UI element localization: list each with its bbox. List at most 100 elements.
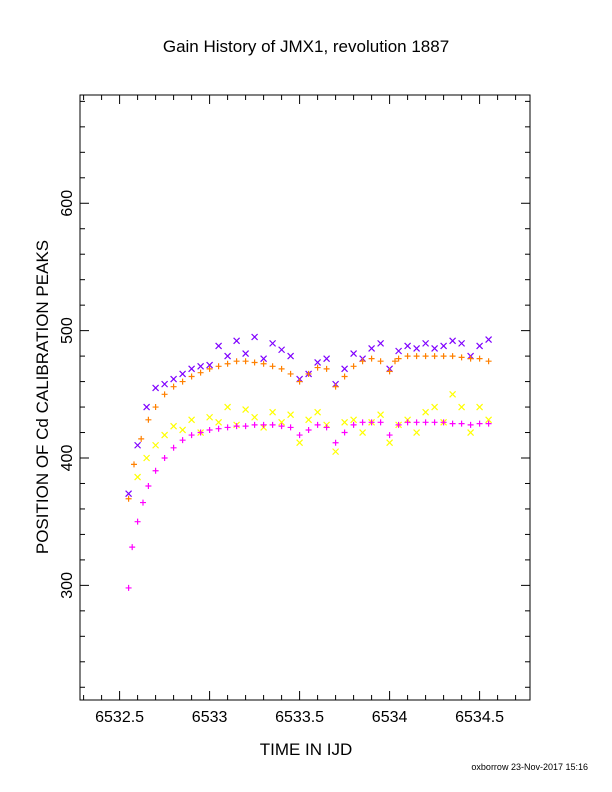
data-point (458, 420, 465, 427)
series-3 (125, 419, 492, 591)
data-point (359, 419, 366, 426)
data-point (314, 359, 322, 366)
data-point (431, 353, 438, 360)
data-point (152, 404, 159, 411)
data-point (269, 363, 276, 370)
data-point (215, 425, 222, 432)
data-point (242, 350, 250, 357)
data-point (287, 370, 294, 377)
data-point (341, 373, 348, 380)
data-point (395, 355, 402, 362)
data-point (197, 369, 204, 376)
y-tick-label: 400 (59, 445, 76, 472)
y-axis-label: POSITION OF Cd CALIBRATION PEAKS (33, 240, 52, 554)
data-point (467, 355, 474, 362)
data-point (467, 421, 474, 428)
data-point (269, 421, 276, 428)
data-point (386, 439, 394, 447)
data-point (170, 375, 178, 383)
data-point (305, 426, 312, 433)
data-point (404, 353, 411, 360)
data-point (260, 355, 268, 363)
data-point (206, 361, 214, 369)
data-point (134, 518, 141, 525)
data-point (251, 421, 258, 428)
data-point (359, 358, 366, 365)
data-point (161, 431, 169, 439)
data-point (287, 352, 295, 360)
data-point (188, 365, 196, 373)
data-point (323, 424, 330, 431)
data-point (206, 426, 213, 433)
data-point (233, 358, 240, 365)
data-point (404, 342, 412, 350)
data-point (296, 432, 303, 439)
data-point (413, 345, 421, 352)
data-point (431, 403, 439, 411)
data-point (377, 411, 385, 419)
data-point (170, 444, 177, 451)
y-tick-label: 500 (59, 317, 76, 344)
data-point (449, 420, 456, 427)
data-point (413, 429, 421, 436)
data-point (485, 420, 492, 427)
x-tick-label: 6533 (192, 709, 228, 726)
data-point (278, 346, 286, 354)
axis-ticks (80, 95, 530, 700)
data-point (305, 370, 312, 377)
data-point (260, 360, 267, 367)
data-point (134, 473, 142, 481)
data-point (314, 408, 322, 416)
data-point (476, 403, 484, 411)
data-point (449, 353, 456, 360)
data-point (215, 342, 223, 350)
data-point (224, 360, 231, 367)
data-point (377, 339, 385, 347)
data-point (476, 355, 483, 362)
data-point (386, 368, 393, 375)
data-point (188, 373, 195, 380)
data-point (314, 421, 321, 428)
data-point (242, 423, 249, 430)
data-point (476, 420, 483, 427)
data-point (467, 429, 475, 436)
data-point (440, 342, 448, 350)
data-point (449, 337, 457, 345)
chart-title: Gain History of JMX1, revolution 1887 (163, 37, 449, 56)
x-tick-labels: 6532.5 6533 6533.5 6534 6534.5 (95, 709, 504, 726)
data-point (368, 419, 375, 426)
data-point (413, 419, 420, 426)
data-point (215, 418, 223, 426)
data-point (170, 383, 177, 390)
data-point (152, 467, 159, 474)
data-point (359, 429, 367, 436)
x-tick-label: 6534 (372, 709, 408, 726)
data-point (269, 408, 277, 416)
data-point (485, 416, 493, 424)
x-tick-label: 6532.5 (95, 709, 144, 726)
data-point (125, 490, 133, 498)
data-point (341, 365, 349, 373)
data-point (323, 355, 331, 363)
data-point (179, 378, 186, 385)
data-point (242, 358, 249, 365)
data-point (134, 441, 142, 449)
data-point (350, 421, 357, 428)
data-point (350, 350, 358, 357)
data-point (368, 355, 375, 362)
data-point (206, 413, 214, 421)
series-2 (134, 390, 493, 481)
data-point (296, 439, 304, 447)
data-point (458, 339, 466, 347)
data-point (152, 384, 160, 392)
data-point (332, 439, 339, 446)
data-point (179, 370, 187, 378)
data-point (145, 483, 152, 490)
data-point (179, 437, 186, 444)
data-point (332, 448, 340, 456)
data-point (140, 499, 146, 506)
data-point (296, 378, 303, 385)
series-0 (125, 333, 493, 498)
data-point (431, 419, 438, 426)
data-point (377, 419, 384, 426)
